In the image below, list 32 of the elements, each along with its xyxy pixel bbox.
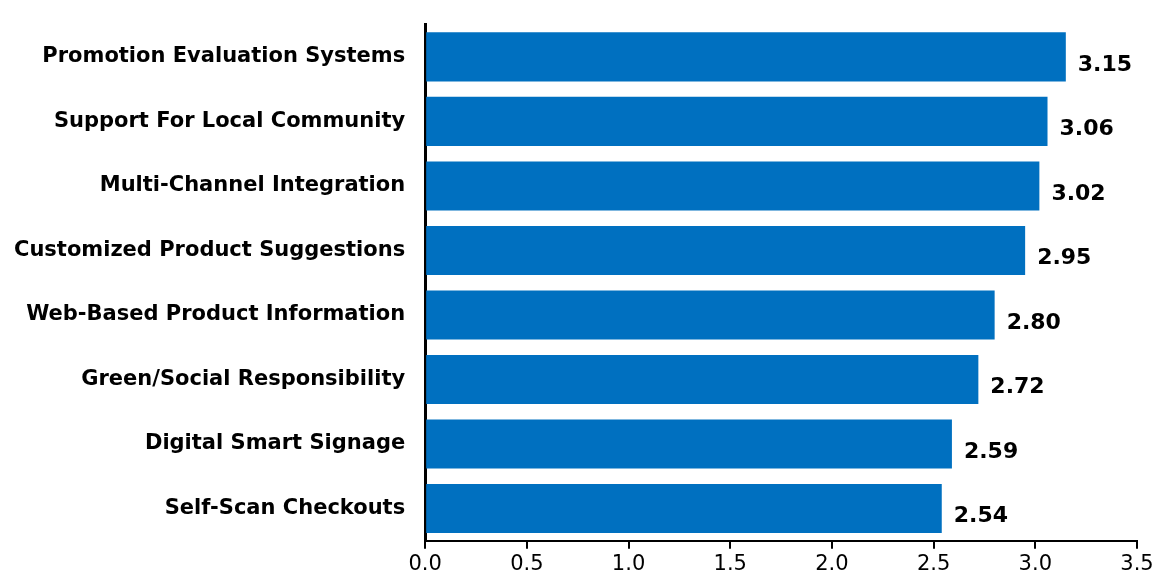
- y-tick-label: Digital Smart Signage: [144, 430, 406, 455]
- bar: [426, 419, 952, 469]
- x-tick-label: 3.0: [1018, 550, 1053, 575]
- x-tick-label: 1.0: [611, 550, 646, 575]
- x-tick-label: 2.5: [916, 550, 951, 575]
- y-tick-label: Promotion Evaluation Systems: [42, 43, 406, 68]
- data-label: 3.15: [1077, 50, 1133, 76]
- bar: [426, 354, 979, 405]
- bar: [426, 484, 942, 534]
- data-label: 3.02: [1051, 179, 1106, 205]
- data-label: 2.95: [1037, 244, 1092, 270]
- bar: [426, 96, 1048, 146]
- y-tick-label: Multi-Channel Integration: [99, 172, 406, 197]
- bar: [426, 290, 995, 340]
- bar: [426, 225, 1026, 275]
- data-label: 2.72: [990, 373, 1045, 399]
- bar: [426, 32, 1066, 82]
- y-tick-label: Customized Product Suggestions: [13, 236, 406, 261]
- y-tick-label: Support For Local Community: [53, 107, 406, 132]
- data-label: 2.54: [953, 502, 1009, 528]
- data-label: 3.06: [1059, 115, 1114, 141]
- y-tick-label: Web-Based Product Information: [26, 301, 406, 326]
- x-tick-label: 1.5: [713, 550, 747, 575]
- y-tick-label: Self-Scan Checkouts: [164, 494, 406, 519]
- y-tick-label: Green/Social Responsibility: [81, 365, 406, 390]
- x-tick-label: 3.5: [1120, 550, 1154, 575]
- data-label: 2.80: [1006, 308, 1061, 334]
- x-tick-label: 2.0: [815, 550, 849, 575]
- x-tick-label: 0.0: [408, 550, 442, 575]
- x-tick-label: 0.5: [510, 550, 544, 575]
- bar: [426, 161, 1040, 211]
- data-label: 2.59: [963, 437, 1019, 463]
